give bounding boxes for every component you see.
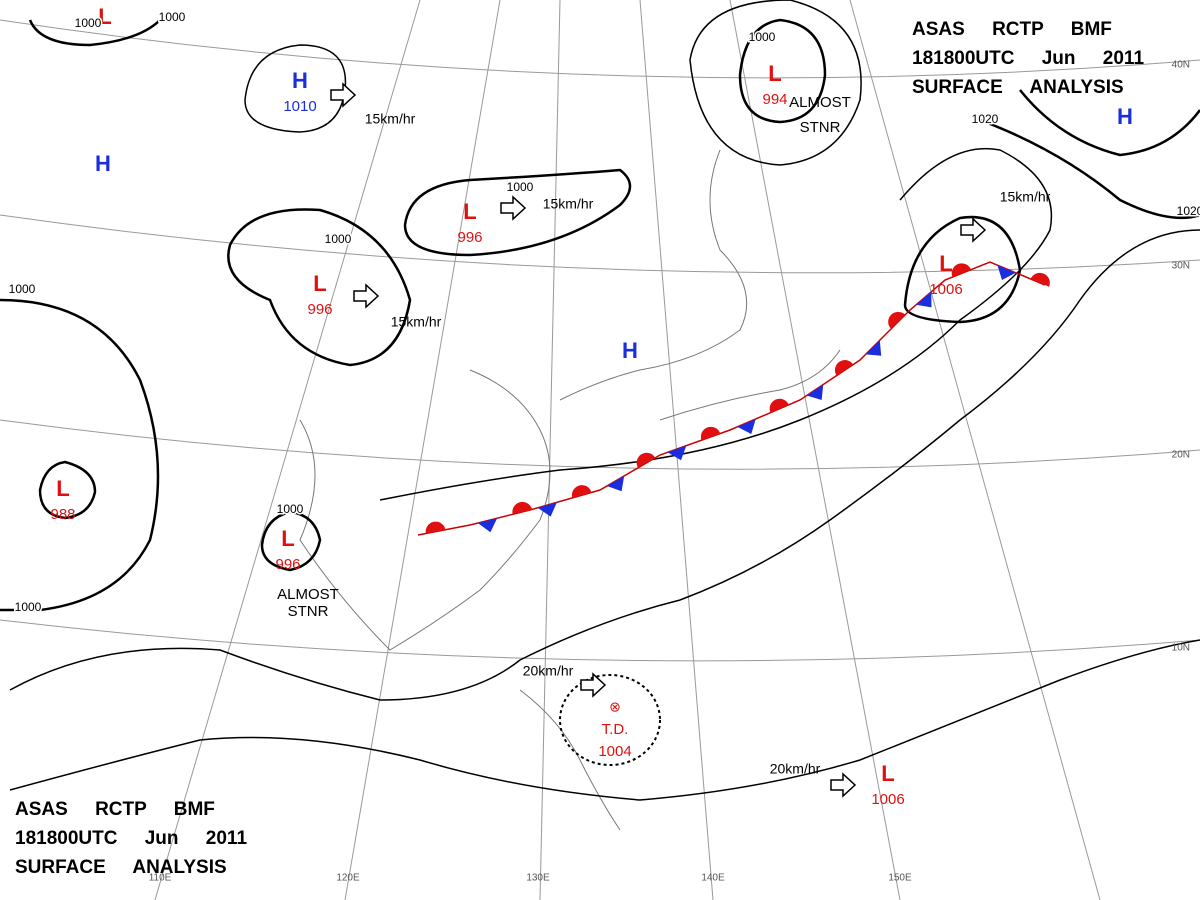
latitude-label: 40N <box>1172 60 1190 71</box>
warm-front-mark <box>834 360 854 376</box>
cold-front-mark <box>916 291 932 308</box>
motion-label: 20km/hr <box>770 761 821 777</box>
cold-front-mark <box>477 518 498 533</box>
isobar-label: 1000 <box>507 180 534 194</box>
isobar-label: 1020 <box>1177 204 1200 218</box>
isobar-label: 1000 <box>325 232 352 246</box>
latitude-label: 30N <box>1172 261 1190 272</box>
system-symbol: H <box>292 68 308 93</box>
system-symbol: H <box>622 338 638 363</box>
motion-arrow <box>830 772 857 798</box>
system-pressure: 996 <box>457 229 482 246</box>
motion-arrow <box>353 283 380 309</box>
coastline <box>299 149 841 831</box>
isobar-label: 1000 <box>749 30 776 44</box>
header-line: 181800UTC Jun 2011 <box>912 48 1144 69</box>
longitude-label: 150E <box>888 873 912 884</box>
system-symbol: L <box>881 761 894 786</box>
longitude-label: 140E <box>701 873 725 884</box>
warm-front-mark <box>512 501 533 515</box>
isobar-label: 1020 <box>972 112 999 126</box>
motion-arrow <box>960 217 987 243</box>
td-circulation <box>559 674 661 766</box>
motion-arrow <box>330 82 357 108</box>
latitude-label: 20N <box>1172 450 1190 461</box>
system-pressure: 996 <box>275 556 300 573</box>
system-symbol: L <box>281 526 294 551</box>
system-pressure: 994 <box>762 91 787 108</box>
motion-label: 15km/hr <box>543 196 594 212</box>
system-symbol: L <box>939 251 952 276</box>
stationary-front <box>417 261 1050 536</box>
cold-front-mark <box>865 340 882 356</box>
cold-front-mark <box>737 418 756 434</box>
system-symbol: L <box>463 199 476 224</box>
system-pressure: 1004 <box>598 743 631 760</box>
warm-front-mark <box>951 263 971 278</box>
cold-front-mark <box>997 265 1016 281</box>
isobar-label: 1000 <box>75 16 102 30</box>
system-pressure: 996 <box>307 301 332 318</box>
motion-label: 20km/hr <box>523 663 574 679</box>
isobar-label: 1000 <box>159 10 186 24</box>
labels: ASAS RCTP BMF 181800UTC Jun 2011 SURFACE A… <box>7 4 1200 884</box>
isobar-label: 1000 <box>15 600 42 614</box>
system-pressure: 1006 <box>929 281 962 298</box>
note: STNR <box>288 603 329 620</box>
system-symbol: L <box>768 61 781 86</box>
latitude-label: 10N <box>1172 643 1190 654</box>
note: ALMOST <box>277 586 339 603</box>
isobar-label: 1000 <box>277 502 304 516</box>
footer-line: SURFACE ANALYSIS <box>15 857 227 878</box>
isobar-label: 1000 <box>9 282 36 296</box>
warm-front-mark <box>1030 272 1050 287</box>
warm-front-mark <box>636 452 656 468</box>
system-pressure: 1010 <box>283 98 316 115</box>
system-pressure: 1006 <box>871 791 904 808</box>
header-line: ASAS RCTP BMF <box>912 19 1112 40</box>
system-pressure: 988 <box>50 506 75 523</box>
warm-front-mark <box>700 426 721 441</box>
cold-front-mark <box>537 502 557 517</box>
longitude-label: 120E <box>336 873 360 884</box>
system-symbol: H <box>1117 104 1133 129</box>
note: ALMOST <box>789 94 851 111</box>
motion-label: 15km/hr <box>1000 189 1051 205</box>
system-symbol: L <box>98 4 111 29</box>
system-symbol: T.D. <box>602 721 629 738</box>
system-symbol: L <box>56 476 69 501</box>
isobars <box>0 0 1200 801</box>
longitude-label: 130E <box>526 873 550 884</box>
system-symbol: L <box>313 271 326 296</box>
warm-front-mark <box>769 398 789 413</box>
cold-front-mark <box>667 445 687 461</box>
cold-front-mark <box>606 475 625 492</box>
header-line: SURFACE ANALYSIS <box>912 77 1124 98</box>
motion-label: 15km/hr <box>391 314 442 330</box>
td-marker: ⊗ <box>609 699 621 715</box>
cold-front-mark <box>806 384 824 400</box>
footer-line: 181800UTC Jun 2011 <box>15 828 247 849</box>
warm-front-mark <box>571 485 592 498</box>
motion-arrow <box>500 195 527 221</box>
longitude-label: 110E <box>149 873 172 884</box>
footer-line: ASAS RCTP BMF <box>15 799 215 820</box>
system-symbol: H <box>95 151 111 176</box>
warm-front-mark <box>888 311 906 329</box>
motion-arrow <box>580 672 607 698</box>
warm-front-mark <box>425 521 446 534</box>
note: STNR <box>800 119 841 136</box>
motion-label: 15km/hr <box>365 111 416 127</box>
